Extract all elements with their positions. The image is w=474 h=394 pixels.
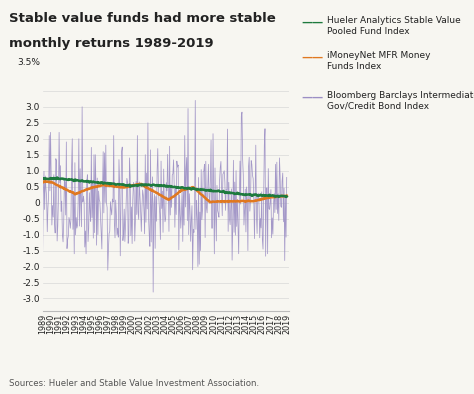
Text: ——: —— — [301, 53, 323, 63]
Text: monthly returns 1989-2019: monthly returns 1989-2019 — [9, 37, 214, 50]
Text: iMoneyNet MFR Money
Funds Index: iMoneyNet MFR Money Funds Index — [327, 51, 430, 71]
Text: Sources: Hueler and Stable Value Investment Association.: Sources: Hueler and Stable Value Investm… — [9, 379, 260, 388]
Text: ——: —— — [301, 18, 323, 28]
Text: 3.5%: 3.5% — [17, 58, 40, 67]
Text: Stable value funds had more stable: Stable value funds had more stable — [9, 12, 276, 25]
Text: Bloomberg Barclays Intermediate
Gov/Credit Bond Index: Bloomberg Barclays Intermediate Gov/Cred… — [327, 91, 474, 111]
Text: Hueler Analytics Stable Value
Pooled Fund Index: Hueler Analytics Stable Value Pooled Fun… — [327, 16, 461, 36]
Text: ——: —— — [301, 93, 323, 102]
